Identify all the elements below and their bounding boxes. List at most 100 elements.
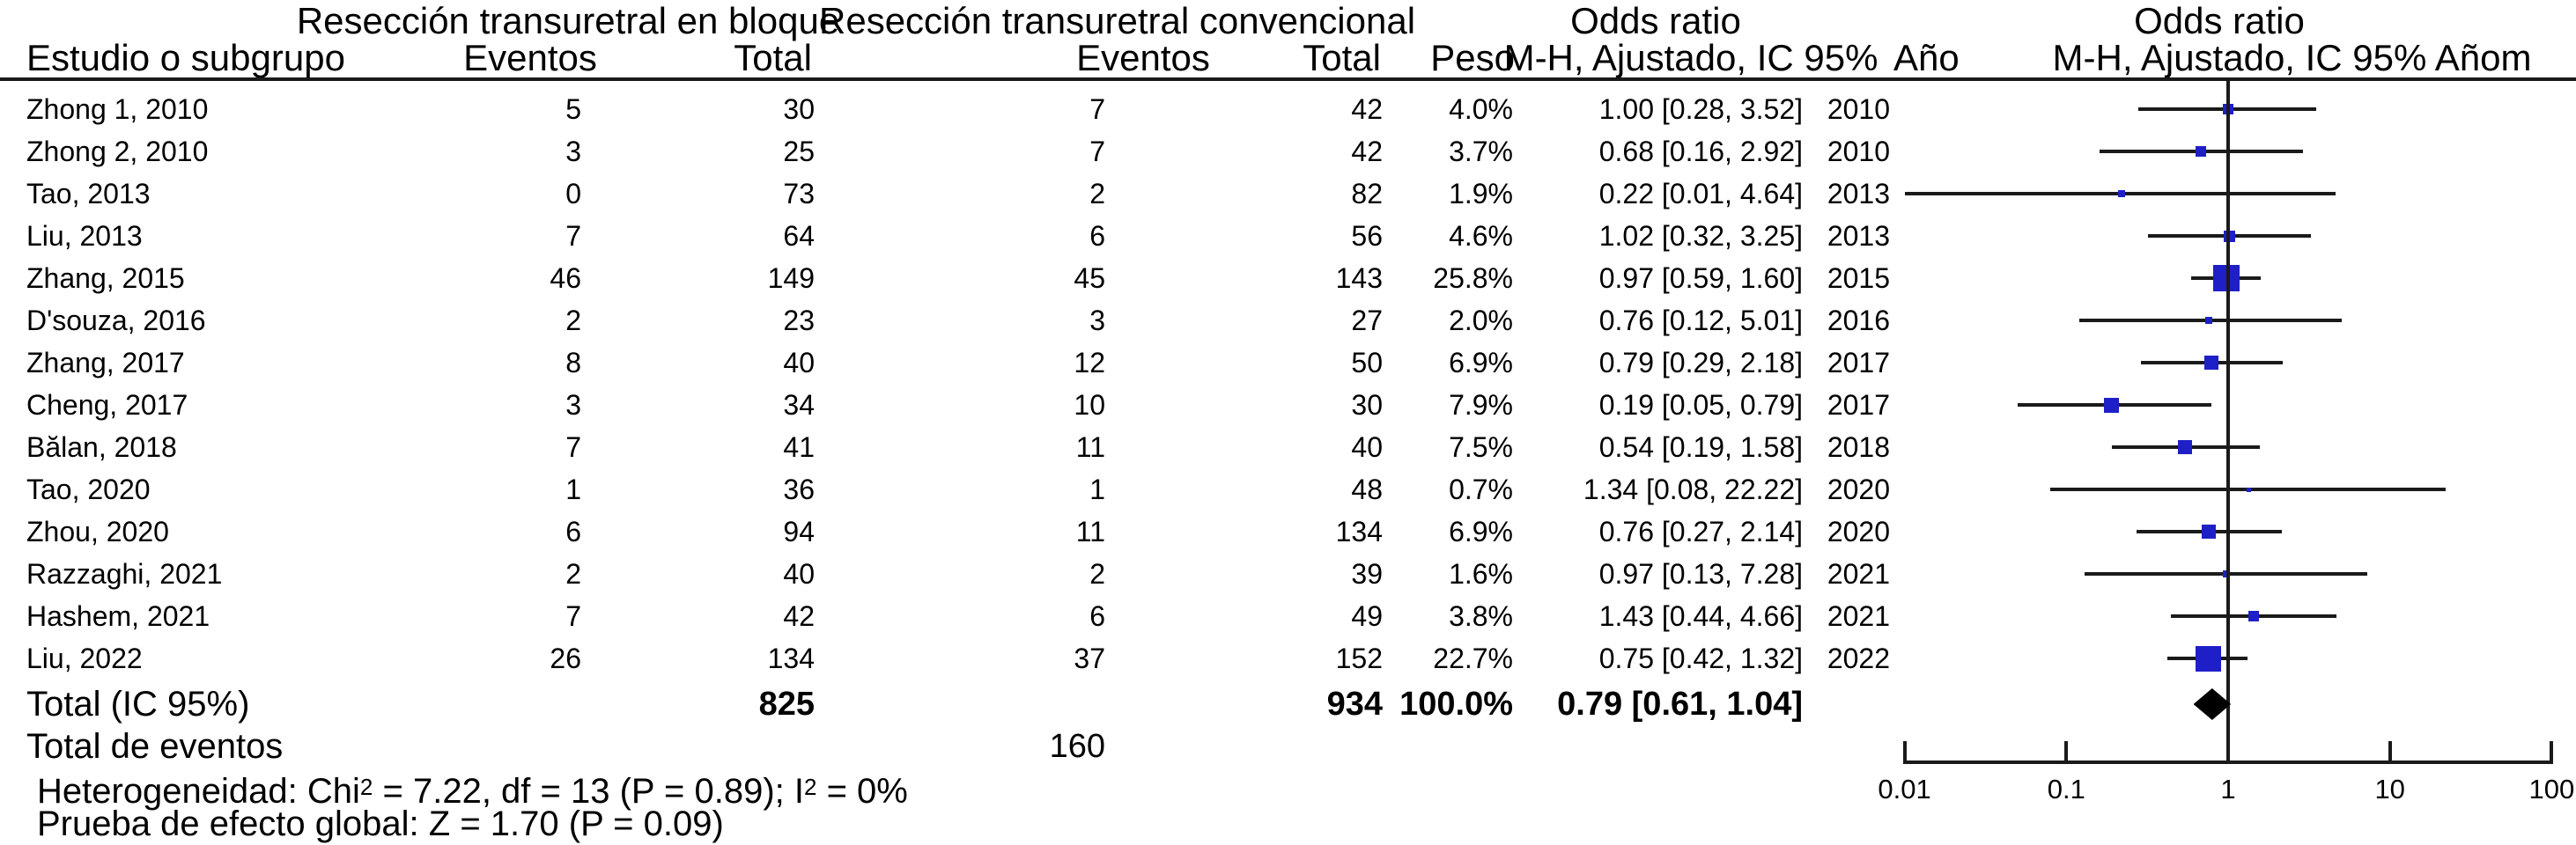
- weight-value: 22.7%: [1433, 643, 1513, 674]
- x-axis-tick-label: 1: [2220, 774, 2236, 805]
- or-ci-value: 1.00 [0.28, 3.52]: [1598, 93, 1803, 125]
- events-conv-value: 11: [1075, 516, 1105, 547]
- x-axis-tick-label: 100: [2528, 774, 2575, 805]
- or-ci-value: 0.97 [0.13, 7.28]: [1598, 558, 1803, 590]
- x-axis-line: [1902, 760, 2554, 764]
- total-bloque-value: 41: [783, 431, 815, 463]
- year-value: 2020: [1827, 474, 1890, 505]
- total-bloque-value: 34: [783, 389, 815, 421]
- total-bloque-value: 42: [783, 600, 815, 632]
- events-bloque-value: 7: [565, 600, 581, 632]
- or-ci-value: 0.54 [0.19, 1.58]: [1598, 431, 1803, 463]
- total-bloque-value: 40: [783, 558, 815, 590]
- events-bloque-value: 5: [565, 93, 581, 125]
- or-ci-value: 0.79 [0.29, 2.18]: [1598, 347, 1803, 378]
- year-value: 2010: [1827, 93, 1890, 125]
- weight-value: 25.8%: [1433, 262, 1513, 294]
- events-conv-value: 2: [1089, 558, 1105, 590]
- events-conv-value: 45: [1074, 262, 1105, 294]
- events-conv-value: 3: [1089, 305, 1105, 336]
- total-row-label: Total (IC 95%): [26, 685, 250, 724]
- events-conv-value: 12: [1074, 347, 1105, 378]
- total-bloque-value: 30: [783, 93, 815, 125]
- or-ci-value: 0.76 [0.12, 5.01]: [1598, 305, 1803, 336]
- events-conv-value: 7: [1089, 93, 1105, 125]
- events-bloque-value: 2: [565, 305, 581, 336]
- total-bloque-value: 36: [783, 474, 815, 505]
- or-ci-value: 1.02 [0.32, 3.25]: [1598, 220, 1803, 252]
- year-value: 2013: [1827, 178, 1890, 209]
- total-conv-value: 40: [1351, 431, 1383, 463]
- weight-value: 0.7%: [1449, 474, 1513, 505]
- events-bloque-value: 3: [565, 136, 581, 167]
- total-or-value: 0.79 [0.61, 1.04]: [1557, 686, 1803, 723]
- total-bloque-value: 825: [758, 686, 815, 723]
- or-ci-value: 0.19 [0.05, 0.79]: [1598, 389, 1803, 421]
- study-label: Tao, 2013: [26, 178, 151, 209]
- total-events-conv-value: 160: [1049, 728, 1105, 765]
- total-weight-value: 100.0%: [1399, 686, 1513, 723]
- effect-square: [2204, 356, 2219, 370]
- het-sup: 2: [359, 774, 373, 800]
- heterogeneity-text: Heterogeneidad: Chi2 = 7.22, df = 13 (P …: [37, 768, 908, 811]
- events-bloque-col-header: Eventos: [463, 37, 597, 78]
- x-axis-tick-label: 0.1: [2047, 774, 2085, 805]
- weight-value: 2.0%: [1449, 305, 1513, 336]
- odds-ratio-title-left: Odds ratio: [1570, 0, 1741, 41]
- odds-ratio-title-right: Odds ratio: [2134, 0, 2305, 41]
- effect-square: [2202, 525, 2217, 539]
- study-label: Zhang, 2015: [26, 262, 185, 294]
- weight-col-header: Peso: [1430, 37, 1515, 78]
- year-value: 2017: [1827, 389, 1890, 421]
- total-bloque-value: 134: [767, 643, 815, 674]
- study-label: Zhong 1, 2010: [26, 93, 209, 125]
- effect-square: [2118, 190, 2126, 197]
- weight-value: 3.7%: [1449, 136, 1513, 167]
- x-axis-tick: [2550, 741, 2554, 760]
- total-conv-value: 143: [1335, 262, 1383, 294]
- effect-square: [2195, 645, 2221, 672]
- group2-header: Resección transuretral convencional: [819, 0, 1416, 41]
- x-axis-tick: [2388, 741, 2392, 760]
- total-bloque-value: 25: [783, 136, 815, 167]
- events-conv-value: 6: [1089, 600, 1105, 632]
- x-axis-tick: [1902, 741, 1907, 760]
- study-label: D'souza, 2016: [26, 305, 206, 336]
- overall-effect-text: Prueba de efecto global: Z = 1.70 (P = 0…: [37, 805, 724, 843]
- total-conv-value: 49: [1351, 600, 1383, 632]
- effect-square: [2104, 397, 2119, 413]
- weight-value: 7.9%: [1449, 389, 1513, 421]
- effect-square: [2222, 570, 2230, 577]
- or-sub-header-right: M-H, Ajustado, IC 95% Añom: [2052, 37, 2532, 78]
- effect-square: [2248, 611, 2259, 621]
- study-label: Zhong 2, 2010: [26, 136, 209, 167]
- or-ci-value: 0.68 [0.16, 2.92]: [1598, 136, 1803, 167]
- year-value: 2013: [1827, 220, 1890, 252]
- total-conv-value: 134: [1335, 516, 1383, 547]
- or-ci-value: 0.97 [0.59, 1.60]: [1598, 262, 1803, 294]
- total-bloque-value: 94: [783, 516, 815, 547]
- total-conv-value: 152: [1335, 643, 1383, 674]
- x-axis-tick: [2064, 741, 2069, 760]
- study-label: Cheng, 2017: [26, 389, 188, 421]
- year-value: 2016: [1827, 305, 1890, 336]
- events-bloque-value: 7: [565, 220, 581, 252]
- het-part: = 7.22, df = 13 (P = 0.89); I: [373, 772, 804, 811]
- year-value: 2021: [1827, 600, 1890, 632]
- study-label: Bălan, 2018: [26, 431, 177, 463]
- summary-diamond: [2193, 688, 2232, 720]
- x-axis-tick-label: 10: [2374, 774, 2405, 805]
- weight-value: 7.5%: [1449, 431, 1513, 463]
- events-bloque-value: 8: [565, 347, 581, 378]
- year-value: 2017: [1827, 347, 1890, 378]
- weight-value: 6.9%: [1449, 516, 1513, 547]
- het-part: = 0%: [816, 772, 908, 811]
- events-conv-value: 1: [1089, 474, 1105, 505]
- events-bloque-value: 3: [565, 389, 581, 421]
- total-bloque-value: 73: [783, 178, 815, 209]
- effect-square: [2212, 265, 2240, 291]
- events-bloque-value: 6: [565, 516, 581, 547]
- weight-value: 1.9%: [1449, 178, 1513, 209]
- or-ci-value: 0.76 [0.27, 2.14]: [1598, 516, 1803, 547]
